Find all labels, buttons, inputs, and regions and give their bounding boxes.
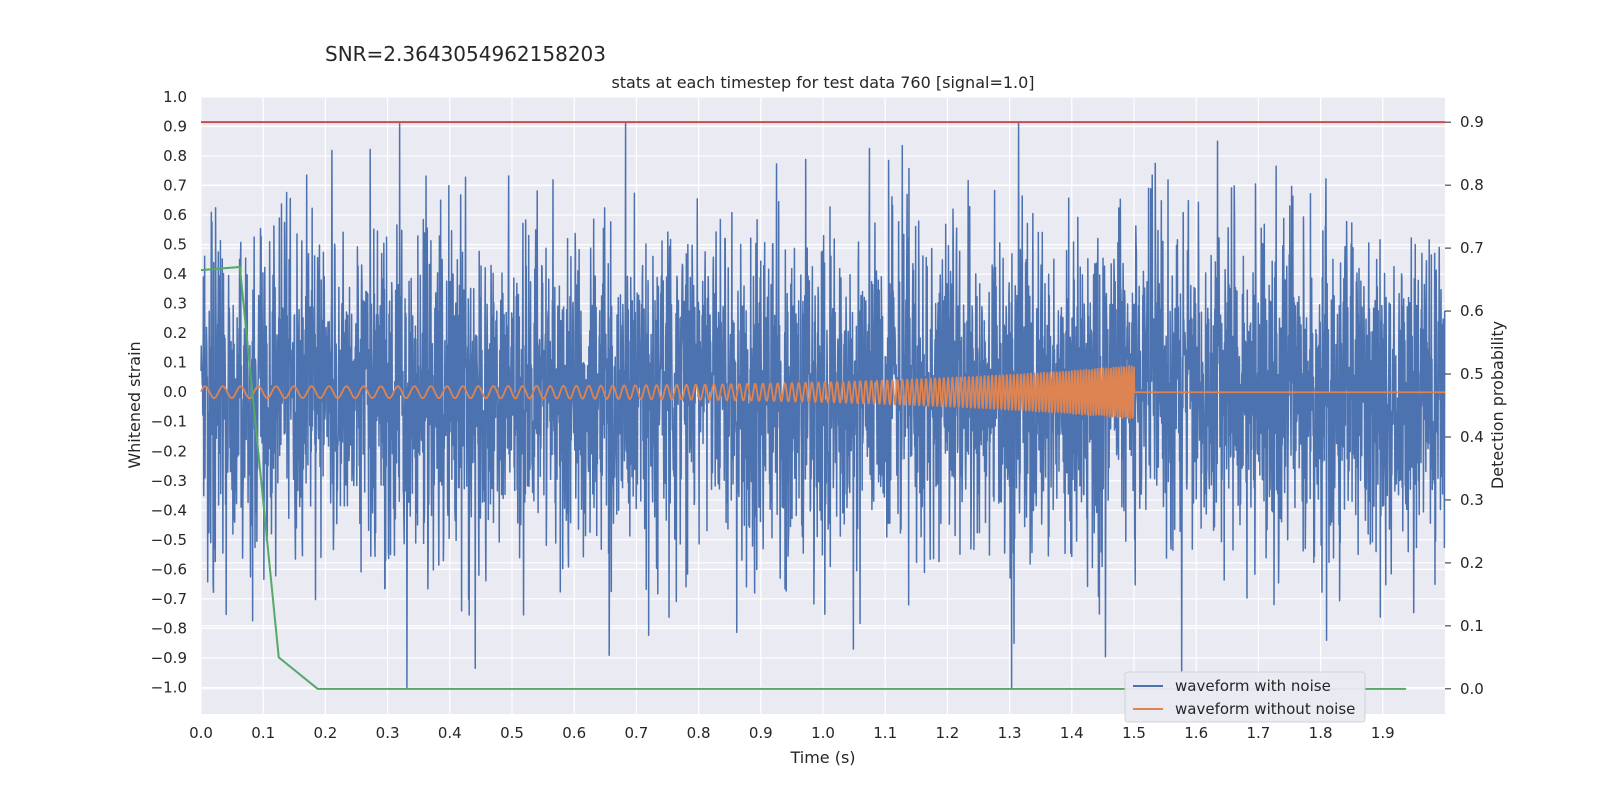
series-waveform-without-noise [200,365,1446,420]
y-tick-label: 0.2 [163,324,187,342]
series-waveform-with-noise [200,122,1446,689]
y-tick-label: −1.0 [151,678,187,696]
x-tick-label: 1.9 [1371,724,1395,742]
y2-tick-label: 0.8 [1460,176,1484,194]
y2-tick-label: 0.5 [1460,365,1484,383]
x-tick-label: 1.8 [1309,724,1333,742]
y2-tick-label: 0.0 [1460,680,1484,698]
legend-label-noise: waveform with noise [1175,677,1331,695]
x-tick-label: 1.7 [1246,724,1270,742]
x-axis-ticks: 0.0 0.1 0.2 0.3 0.4 0.5 0.6 0.7 0.8 0.9 1.0 1.1 1.2 1… [189,724,1395,742]
x-tick-label: 1.4 [1060,724,1084,742]
x-tick-label: 0.5 [500,724,524,742]
x-tick-label: 1.0 [811,724,835,742]
x-tick-label: 0.3 [376,724,400,742]
chart-title: stats at each timestep for test data 760… [611,73,1034,92]
legend-label-clean: waveform without noise [1175,700,1355,718]
x-tick-label: 1.3 [998,724,1022,742]
y2-axis-ticks: 0.9 0.8 0.7 0.6 0.5 0.4 0.3 0.2 0.1 0.0 [1445,113,1484,698]
y2-tick-label: 0.1 [1460,617,1484,635]
y-tick-label: 0.1 [163,354,187,372]
x-tick-label: 1.6 [1184,724,1208,742]
y-tick-label: −0.5 [151,531,187,549]
x-tick-label: 0.0 [189,724,213,742]
y-tick-label: −0.9 [151,649,187,667]
y-tick-label: 0.8 [163,147,187,165]
suptitle: SNR=2.3643054962158203 [325,42,606,66]
y-tick-label: −0.3 [151,472,187,490]
x-tick-label: 0.1 [251,724,275,742]
line-waveform-with-noise [200,122,1446,689]
y-axis-label: Whitened strain [125,341,144,468]
legend: waveform with noise waveform without noi… [1124,671,1366,723]
x-tick-label: 0.7 [624,724,648,742]
y2-axis-label: Detection probability [1488,321,1507,489]
y2-tick-label: 0.6 [1460,302,1484,320]
x-tick-label: 1.2 [935,724,959,742]
y-tick-label: −0.1 [151,413,187,431]
y2-tick-label: 0.2 [1460,554,1484,572]
legend-box [1124,671,1366,723]
y-tick-label: −0.8 [151,619,187,637]
y2-tick-label: 0.7 [1460,239,1484,257]
x-tick-label: 0.9 [749,724,773,742]
y-tick-label: 0.0 [163,383,187,401]
x-axis-label: Time (s) [789,748,855,767]
line-waveform-without-noise [200,365,1446,420]
y-tick-label: −0.4 [151,501,187,519]
y2-tick-label: 0.4 [1460,428,1484,446]
y-tick-label: 0.9 [163,118,187,136]
x-tick-label: 0.8 [687,724,711,742]
x-tick-label: 1.1 [873,724,897,742]
y-tick-label: −0.6 [151,560,187,578]
y-tick-label: 0.6 [163,206,187,224]
x-tick-label: 1.5 [1122,724,1146,742]
y-axis-ticks: 1.0 0.9 0.8 0.7 0.6 0.5 0.4 0.3 0.2 0.1 0.0 −0.1 −0.… [151,88,187,696]
y-tick-label: 0.3 [163,295,187,313]
y-tick-label: 0.4 [163,265,187,283]
y-tick-label: −0.2 [151,442,187,460]
x-tick-label: 0.6 [562,724,586,742]
y-tick-label: −0.7 [151,590,187,608]
x-tick-label: 0.4 [438,724,462,742]
y-tick-label: 0.7 [163,177,187,195]
y-tick-label: 0.5 [163,236,187,254]
y2-tick-label: 0.9 [1460,113,1484,131]
y2-tick-label: 0.3 [1460,491,1484,509]
x-tick-label: 0.2 [313,724,337,742]
y-tick-label: 1.0 [163,88,187,106]
